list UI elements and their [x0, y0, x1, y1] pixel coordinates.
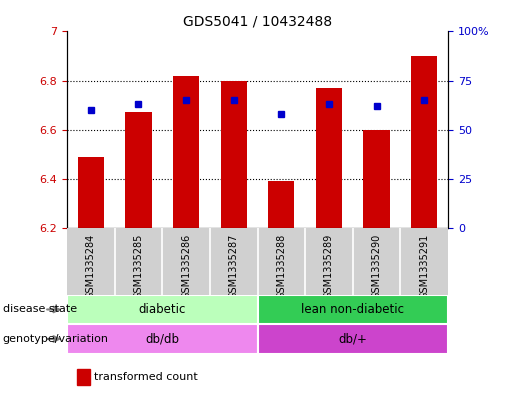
Bar [220, 81, 247, 228]
Bar [125, 112, 151, 228]
Text: transformed count: transformed count [94, 372, 197, 382]
Text: GSM1335290: GSM1335290 [372, 233, 382, 299]
Text: db/db: db/db [145, 332, 179, 345]
Bar [364, 130, 390, 228]
Bar [67, 295, 258, 324]
Text: diabetic: diabetic [139, 303, 186, 316]
Text: db/+: db/+ [338, 332, 367, 345]
Text: GSM1335285: GSM1335285 [133, 233, 143, 299]
Text: disease state: disease state [3, 305, 77, 314]
Text: GSM1335286: GSM1335286 [181, 233, 191, 299]
Text: GSM1335288: GSM1335288 [277, 233, 286, 299]
Bar [411, 56, 437, 228]
Text: GSM1335291: GSM1335291 [419, 233, 429, 299]
Bar [268, 181, 295, 228]
Bar [258, 324, 448, 354]
Bar [316, 88, 342, 228]
Text: lean non-diabetic: lean non-diabetic [301, 303, 404, 316]
Bar [173, 76, 199, 228]
Bar [78, 157, 104, 228]
Bar [67, 324, 258, 354]
Text: genotype/variation: genotype/variation [3, 334, 109, 344]
Bar [258, 295, 448, 324]
Text: GSM1335287: GSM1335287 [229, 233, 238, 299]
Text: GSM1335284: GSM1335284 [86, 233, 96, 299]
Title: GDS5041 / 10432488: GDS5041 / 10432488 [183, 15, 332, 29]
Text: GSM1335289: GSM1335289 [324, 233, 334, 299]
